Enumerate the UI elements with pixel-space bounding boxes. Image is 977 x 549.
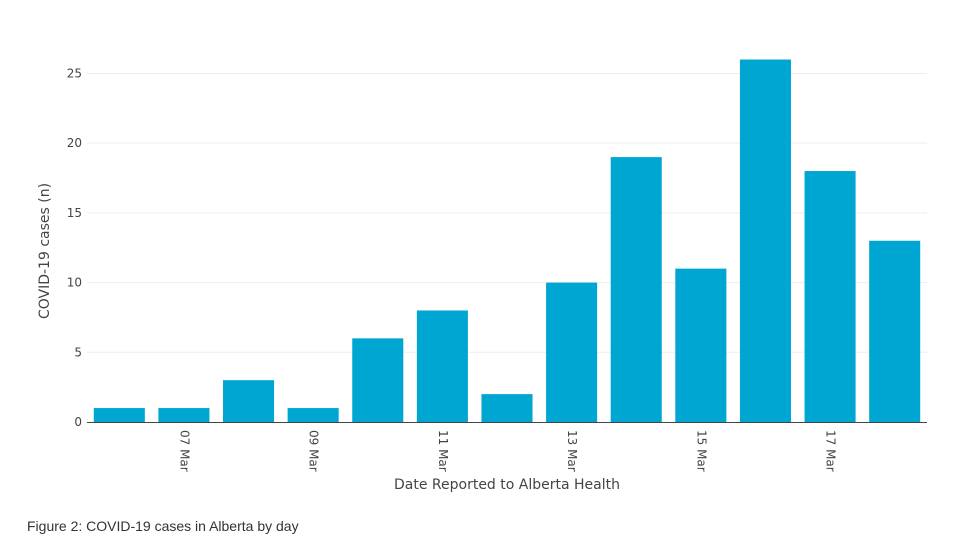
- x-tick-label: 11 Mar: [436, 430, 450, 472]
- bar: [869, 240, 921, 422]
- x-tick-label: 13 Mar: [565, 430, 579, 472]
- y-axis-title: COVID-19 cases (n): [37, 183, 53, 319]
- bar: [223, 380, 275, 422]
- bar: [416, 310, 468, 422]
- bar: [610, 157, 662, 422]
- x-tick-label: 09 Mar: [307, 430, 321, 472]
- y-axis-ticks: 0 5 10 15 20 25: [67, 66, 82, 429]
- x-tick-label: 15 Mar: [694, 430, 708, 472]
- gridlines: [87, 72, 927, 353]
- bar: [287, 408, 339, 422]
- bar: [481, 394, 533, 422]
- bar: [804, 171, 856, 422]
- x-axis-ticks: 07 Mar 09 Mar 11 Mar 13 Mar 15 Mar 17 Mar: [177, 430, 837, 472]
- y-tick-label: 15: [67, 206, 82, 220]
- bar: [352, 338, 404, 422]
- bar: [546, 282, 598, 422]
- x-tick-label: 07 Mar: [177, 430, 191, 472]
- y-tick-label: 25: [67, 66, 82, 80]
- y-tick-label: 0: [74, 415, 82, 429]
- bar: [675, 268, 727, 422]
- bar: [739, 59, 791, 422]
- bar: [93, 408, 145, 422]
- y-tick-label: 5: [74, 345, 82, 359]
- bars: [93, 59, 921, 422]
- y-tick-label: 20: [67, 136, 82, 150]
- x-tick-label: 17 Mar: [824, 430, 838, 472]
- bar: [158, 408, 210, 422]
- figure-caption: Figure 2: COVID-19 cases in Alberta by d…: [27, 518, 299, 534]
- x-axis-title: Date Reported to Alberta Health: [394, 477, 620, 493]
- y-tick-label: 10: [67, 276, 82, 290]
